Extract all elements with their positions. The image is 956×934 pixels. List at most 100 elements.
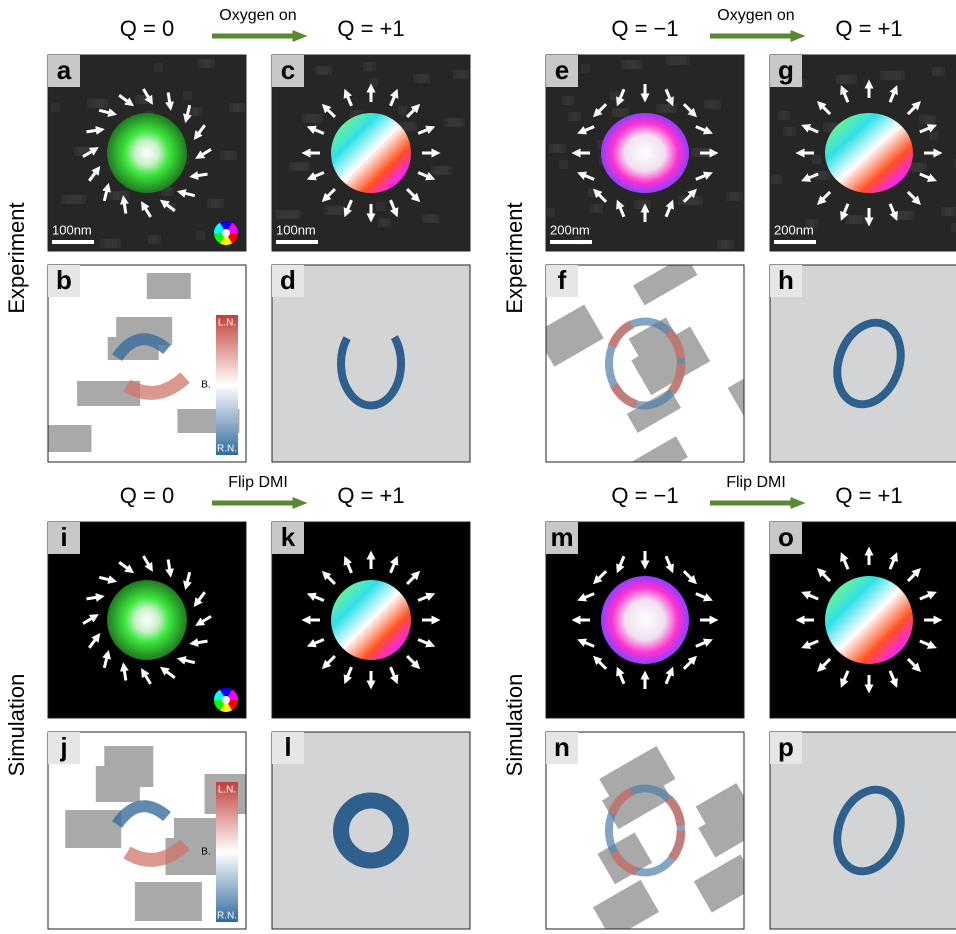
charge-label: Q = +1	[337, 483, 404, 508]
noise	[121, 191, 130, 200]
panel-letter: b	[56, 265, 72, 295]
skyrmion-core	[601, 576, 689, 664]
scale-bar-label: 200nm	[550, 222, 590, 237]
figure: Q = 0Q = +1Oxygen onExperiment100nma100n…	[0, 0, 956, 934]
charge-label: Q = +1	[337, 16, 404, 41]
noise	[461, 70, 470, 79]
noise	[196, 231, 205, 240]
noise	[369, 78, 378, 87]
moment-arrow	[168, 92, 170, 106]
noise	[812, 155, 821, 164]
panel-letter: j	[59, 732, 67, 762]
noise	[51, 103, 60, 112]
panel-letter: h	[778, 265, 794, 295]
noise	[681, 56, 690, 65]
domain-patch	[135, 882, 202, 921]
noise	[430, 214, 439, 223]
noise	[633, 60, 642, 69]
panel-letter: i	[60, 522, 67, 552]
moment-arrow	[86, 130, 100, 132]
colorbar-label: R.N.	[217, 911, 237, 922]
noise	[566, 96, 575, 105]
moment-arrow	[194, 641, 208, 643]
noise	[896, 71, 905, 80]
noise	[398, 106, 407, 115]
color-wheel-center	[222, 229, 230, 237]
noise	[301, 162, 310, 171]
moment-arrow	[168, 559, 170, 573]
skyrmion-core	[825, 576, 913, 664]
noise	[610, 92, 619, 101]
charge-label: Q = −1	[611, 16, 678, 41]
charge-label: Q = 0	[120, 483, 174, 508]
noise	[822, 171, 831, 180]
panel-letter: l	[284, 732, 291, 762]
domain-patch	[147, 273, 191, 299]
panel-letter: n	[554, 732, 570, 762]
noise	[918, 163, 927, 172]
scale-bar-label: 100nm	[276, 222, 316, 237]
domain-patch	[104, 746, 153, 787]
noise	[581, 64, 590, 73]
skyrmion-core	[331, 113, 411, 193]
noise	[112, 239, 121, 248]
row-label: Simulation	[4, 674, 29, 777]
noise	[857, 215, 866, 224]
noise	[152, 235, 161, 244]
panel-letter: c	[281, 55, 295, 85]
noise	[774, 175, 783, 184]
noise	[936, 67, 945, 76]
noise	[336, 206, 345, 215]
noise	[712, 100, 721, 109]
charge-label: Q = −1	[611, 483, 678, 508]
noise	[421, 74, 430, 83]
noise	[546, 208, 555, 217]
noise	[642, 200, 651, 209]
skyrmion-core	[107, 113, 187, 193]
panel-letter: m	[550, 522, 573, 552]
noise	[77, 195, 86, 204]
charge-label: Q = +1	[835, 16, 902, 41]
noise	[559, 160, 568, 169]
moment-arrow	[124, 667, 126, 681]
noise	[620, 108, 629, 117]
color-wheel-center	[222, 696, 230, 704]
row-label: Simulation	[502, 674, 527, 777]
panel-letter: e	[555, 55, 569, 85]
noise	[927, 115, 936, 124]
noise	[183, 91, 192, 100]
colorbar-label: B.	[201, 847, 210, 858]
noise	[323, 66, 332, 75]
skyrmion-core	[331, 580, 411, 660]
panel-letter: o	[778, 522, 794, 552]
noise	[594, 204, 603, 213]
noise	[734, 192, 743, 201]
colorbar-label: R.N.	[217, 444, 237, 455]
noise	[951, 223, 956, 232]
panel-letter: a	[57, 55, 72, 85]
noise	[456, 118, 465, 127]
skyrmion-core	[825, 113, 913, 193]
skyrmion-core	[107, 580, 187, 660]
transition-label: Flip DMI	[228, 474, 288, 491]
row-label: Experiment	[4, 202, 29, 313]
noise	[408, 122, 417, 131]
colorbar-label: B.	[201, 380, 210, 391]
noise	[443, 166, 452, 175]
noise	[929, 131, 938, 140]
noise	[725, 240, 734, 249]
transition-label: Oxygen on	[219, 7, 296, 24]
skyrmion-core	[601, 113, 689, 193]
noise	[237, 103, 246, 112]
noise	[787, 127, 796, 136]
noise	[905, 211, 914, 220]
colorbar-label: L.N.	[218, 318, 236, 329]
noise	[165, 187, 174, 196]
panel-letter: g	[778, 55, 794, 85]
domain-patch	[47, 425, 92, 452]
panel-letter: f	[558, 265, 567, 295]
noise	[154, 63, 163, 72]
panel-letter: p	[778, 732, 794, 762]
noise	[193, 107, 202, 116]
noise	[694, 196, 703, 205]
